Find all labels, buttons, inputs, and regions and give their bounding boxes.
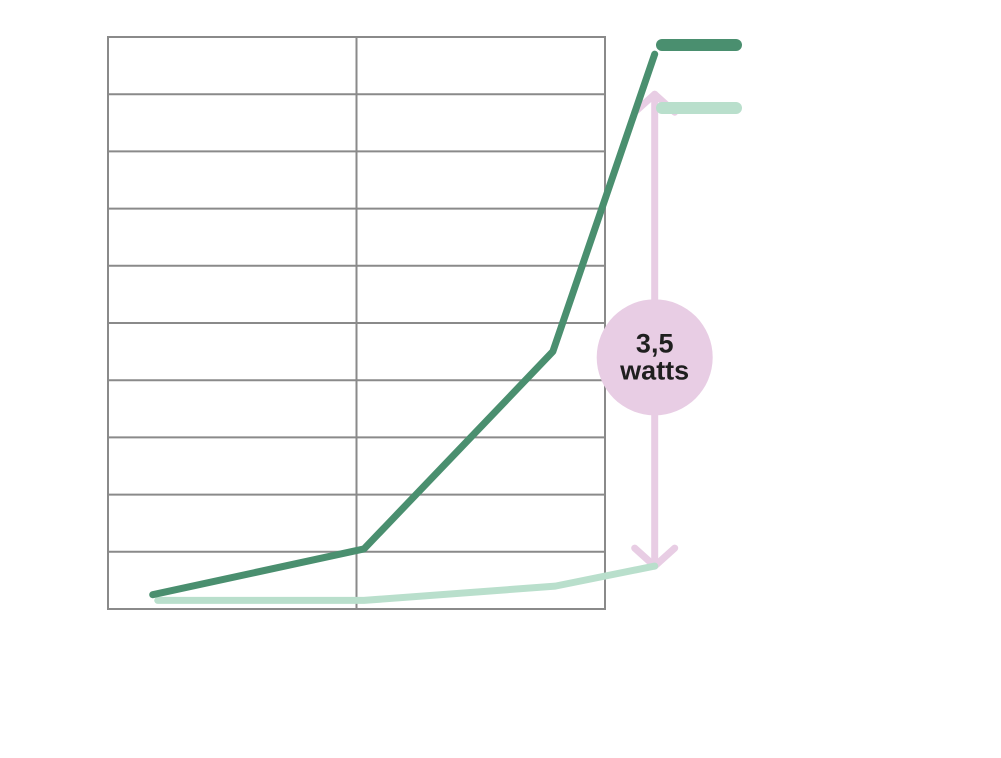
series-line-2 [154, 562, 659, 604]
legend [656, 39, 742, 114]
series-lines [149, 50, 659, 604]
difference-annotation: 3,5 watts [596, 299, 713, 416]
grid [107, 36, 606, 610]
series-line-1 [149, 50, 659, 599]
annotation-bubble [596, 299, 713, 416]
annotation-value: 3,5 [636, 328, 674, 358]
annotation-unit: watts [619, 355, 689, 385]
